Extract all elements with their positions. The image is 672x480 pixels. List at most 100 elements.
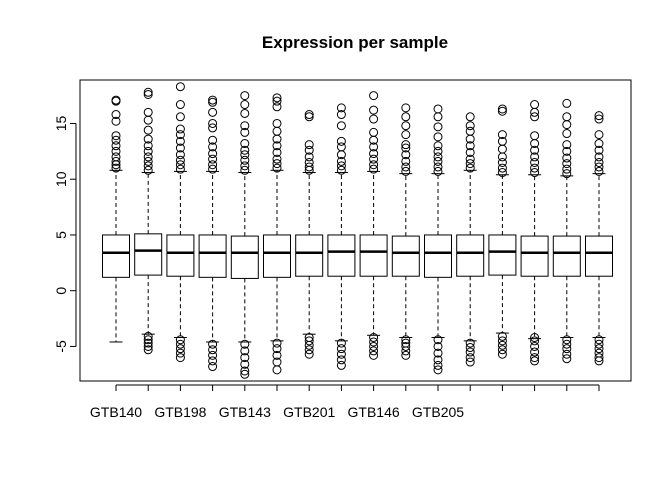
outlier-point [111,95,121,105]
outlier-point [336,156,346,166]
outlier-point [433,348,443,358]
outlier-point [208,107,218,117]
outlier-point [175,348,185,358]
outlier-point [143,335,153,345]
outlier-point [240,366,250,376]
outlier-point [143,141,153,151]
outlier-point [433,132,443,142]
outlier-point [175,82,185,92]
outlier-point [240,161,250,171]
outlier-point [240,91,250,101]
outlier-point [175,150,185,160]
box-body [456,234,485,277]
outlier-point [208,118,218,128]
outlier-point [401,335,411,345]
outlier-point [240,108,250,118]
box-series [102,82,613,379]
outlier-point [530,163,540,173]
outlier-point [111,163,121,173]
outlier-point [369,149,379,159]
outlier-point [208,142,218,152]
y-tick-label: -5 [53,340,69,353]
outlier-point [240,359,250,369]
outlier-point [594,162,604,172]
outlier-point [562,354,572,364]
outlier-point [465,343,475,353]
outlier-point [143,152,153,162]
outlier-point [497,331,507,341]
outlier-point [240,145,250,155]
outlier-point [175,164,185,174]
outlier-point [433,166,443,176]
outlier-point [304,140,314,150]
box-body [359,234,388,277]
outlier-point [143,107,153,117]
outlier-point [562,112,572,122]
outlier-point [530,168,540,178]
box-13 [488,104,517,359]
outlier-point [401,121,411,131]
x-tick-label: GTB143 [219,404,271,420]
outlier-point [175,353,185,363]
outlier-point [465,159,475,169]
outlier-point [497,130,507,140]
outlier-point [497,136,507,146]
outlier-point [272,147,282,157]
x-tick-label: GTB198 [154,404,206,420]
outlier-point [433,152,443,162]
outlier-point [208,339,218,349]
outlier-point [530,347,540,357]
x-tick-label: GTB140 [90,404,142,420]
outlier-point [175,335,185,345]
outlier-point [143,331,153,341]
outlier-point [304,157,314,167]
box-body [391,235,420,277]
outlier-point [208,95,218,105]
x-axis: GTB140 GTB198 GTB143 GTB201 GTB146 GTB205 [90,384,600,420]
y-tick-label: 15 [53,115,69,131]
outlier-point [143,161,153,171]
outlier-point [272,365,282,375]
outlier-point [594,111,604,121]
outlier-point [143,89,153,99]
outlier-point [175,339,185,349]
outlier-point [208,345,218,355]
outlier-point [240,346,250,356]
outlier-point [530,131,540,141]
outlier-point [369,164,379,174]
outlier-point [594,353,604,363]
outlier-point [208,160,218,170]
outlier-point [497,345,507,355]
outlier-point [465,141,475,151]
outlier-point [369,333,379,343]
outlier-point [208,123,218,133]
outlier-point [433,122,443,132]
outlier-point [304,152,314,162]
outlier-point [562,120,572,130]
box-3 [166,82,195,363]
outlier-point [433,365,443,375]
box-body [295,234,324,277]
outlier-point [369,346,379,356]
outlier-point [336,110,346,120]
outlier-point [465,112,475,122]
outlier-point [562,169,572,179]
box-10 [391,103,420,360]
outlier-point [111,152,121,162]
outlier-point [401,350,411,360]
outlier-point [497,157,507,167]
outlier-point [530,341,540,351]
outlier-point [562,140,572,150]
outlier-point [304,112,314,122]
outlier-point [240,353,250,363]
outlier-point [304,336,314,346]
outlier-point [594,152,604,162]
outlier-point [562,159,572,169]
outlier-point [594,166,604,176]
outlier-point [304,345,314,355]
outlier-point [143,165,153,175]
outlier-point [272,141,282,151]
outlier-point [336,360,346,370]
outlier-point [111,146,121,156]
